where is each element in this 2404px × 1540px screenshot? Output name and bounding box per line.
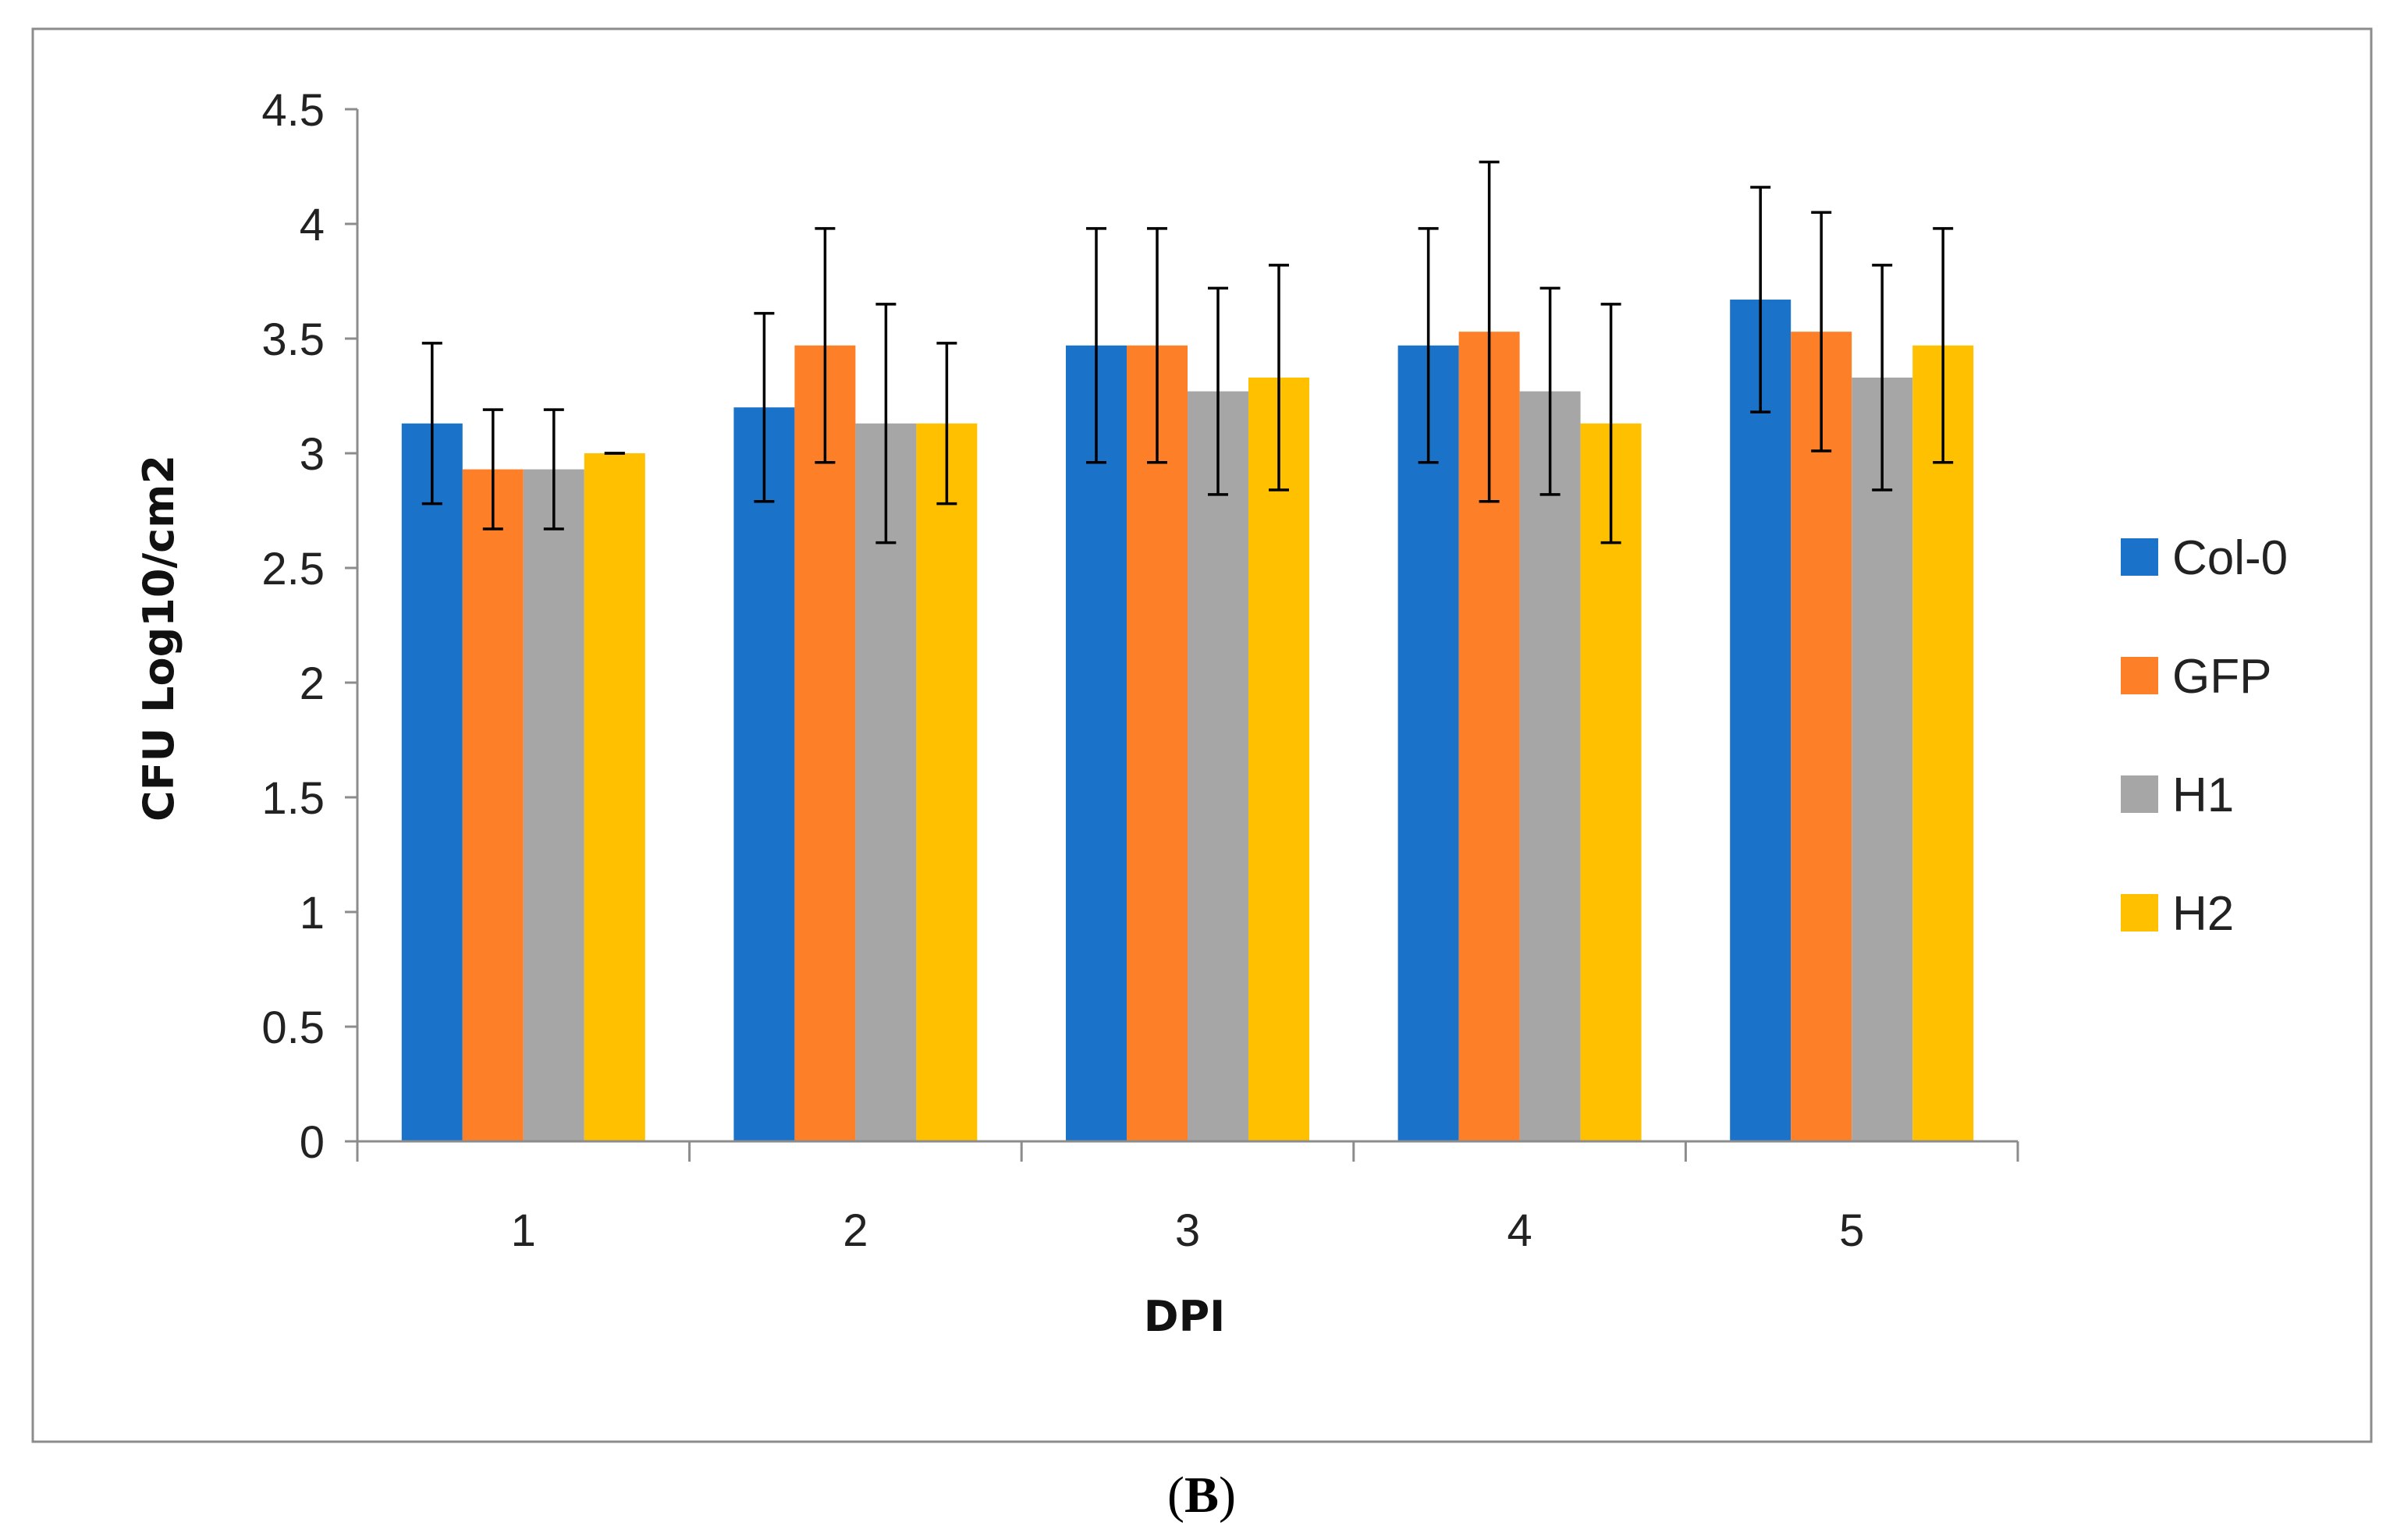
- bar-h2-dpi-2: [916, 423, 978, 1141]
- y-tick-label: 1.5: [261, 773, 325, 824]
- legend-swatch-col-0: [2121, 538, 2158, 576]
- y-tick-label: 2.5: [261, 544, 325, 594]
- y-tick-label: 4.5: [261, 85, 325, 136]
- x-tick-label: 2: [843, 1205, 868, 1256]
- bar-col-0-dpi-4: [1397, 345, 1459, 1141]
- caption-letter: B: [1184, 1467, 1219, 1524]
- legend-swatch-h1: [2121, 775, 2158, 813]
- legend-label-h2: H2: [2172, 887, 2234, 941]
- bar-gfp-dpi-1: [462, 469, 524, 1141]
- bars-layer: [401, 300, 1974, 1142]
- x-tick-label: 3: [1175, 1205, 1200, 1256]
- y-tick-label: 1: [300, 888, 325, 939]
- caption-open: (: [1167, 1467, 1184, 1524]
- bar-h2-dpi-3: [1248, 377, 1309, 1142]
- bar-h1-dpi-5: [1852, 377, 1913, 1142]
- y-tick-label: 4: [300, 200, 325, 250]
- axes-layer: [345, 108, 2019, 1162]
- legend-swatch-h2: [2121, 894, 2158, 931]
- y-tick-label: 0: [300, 1117, 325, 1168]
- legend-swatch-gfp: [2121, 657, 2158, 694]
- bar-gfp-dpi-3: [1127, 345, 1188, 1141]
- bar-col-0-dpi-3: [1066, 345, 1127, 1141]
- caption-close: ): [1219, 1467, 1236, 1524]
- bar-gfp-dpi-5: [1791, 332, 1852, 1142]
- legend: Col-0 GFP H1 H2: [2121, 531, 2288, 941]
- x-tick-label: 1: [511, 1205, 536, 1256]
- bar-h1-dpi-1: [523, 469, 584, 1141]
- y-tick-label: 0.5: [261, 1002, 325, 1053]
- y-tick-label: 3: [300, 429, 325, 480]
- x-tick-label: 4: [1507, 1205, 1532, 1256]
- y-axis-title: CFU Log10/cm2: [134, 455, 183, 821]
- legend-label-gfp: GFP: [2172, 650, 2271, 704]
- y-tick-label: 2: [300, 658, 325, 709]
- tick-labels-layer: 0 0.5 1 1.5 2 2.5 3 3.5 4 4.5 1 2 3 4 5: [261, 85, 1864, 1256]
- bar-col-0-dpi-1: [401, 423, 463, 1141]
- error-bars-layer: [421, 160, 1954, 545]
- bar-h2-dpi-5: [1912, 345, 1974, 1141]
- x-tick-label: 5: [1839, 1205, 1864, 1256]
- x-axis-title: DPI: [1144, 1292, 1226, 1341]
- bar-h1-dpi-4: [1519, 391, 1581, 1141]
- bar-gfp-dpi-2: [794, 345, 856, 1141]
- legend-label-h1: H1: [2172, 768, 2234, 822]
- figure-caption: (B): [1167, 1467, 1236, 1524]
- bar-h1-dpi-3: [1188, 391, 1248, 1141]
- bar-col-0-dpi-5: [1730, 300, 1791, 1141]
- y-tick-label: 3.5: [261, 314, 325, 365]
- bar-col-0-dpi-2: [733, 407, 795, 1141]
- legend-label-col-0: Col-0: [2172, 531, 2288, 585]
- bar-h2-dpi-1: [584, 453, 645, 1141]
